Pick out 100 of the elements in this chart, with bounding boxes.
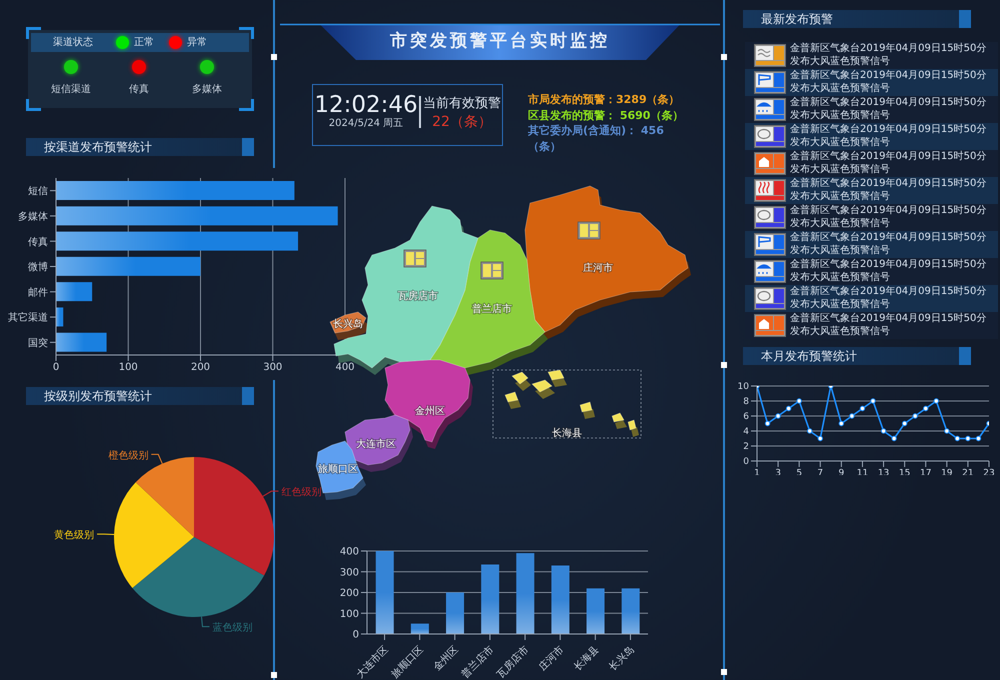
point	[764, 420, 770, 426]
x-tick-label: 长海县	[572, 644, 602, 674]
text: 其它委办局(含通知)： 456（条）	[528, 123, 665, 154]
text: 市局发布的预警：3289（条）	[528, 92, 681, 108]
point	[954, 436, 960, 442]
bar	[56, 282, 92, 302]
text: 22（条）	[431, 113, 493, 131]
text: 金普新区气象台2019年04月09日15时50分发布大风蓝色预警信号	[790, 42, 988, 68]
y-tick-label: 邮件	[28, 286, 48, 298]
point	[818, 436, 823, 442]
text: 金普新区气象台2019年04月09日15时50分发布大风蓝色预警信号	[790, 69, 988, 95]
chart-title: 按级别发布预警统计	[44, 389, 152, 403]
slice-label: 黄色级别	[54, 529, 94, 542]
x-tick-label: 11	[856, 468, 868, 478]
y-tick-label: 6	[743, 412, 750, 422]
bar	[516, 553, 534, 634]
point	[934, 398, 939, 404]
y-tick-label: 10	[738, 382, 750, 392]
x-tick-label: 大连市区	[354, 644, 391, 680]
point	[870, 398, 876, 404]
category-label: 普兰店市	[472, 303, 512, 315]
bar	[56, 256, 200, 276]
bar	[410, 624, 429, 634]
text: 渠道状态	[53, 36, 93, 49]
y-tick-label: 0	[352, 630, 359, 641]
y-tick-label: 400	[340, 546, 359, 558]
chart-title: 本月发布预警统计	[761, 349, 857, 363]
y-tick-label: 其它渠道	[8, 312, 48, 324]
text: 金普新区气象台2019年04月09日15时50分发布大风蓝色预警信号	[790, 150, 988, 176]
x-tick-label: 17	[920, 468, 932, 478]
y-tick-label: 2	[743, 442, 749, 452]
text: 金普新区气象台2019年04月09日15时50分发布大风蓝色预警信号	[790, 204, 988, 230]
text: 金普新区气象台2019年04月09日15时50分发布大风蓝色预警信号	[790, 177, 988, 203]
text: 2024/5/24 周五	[328, 118, 404, 130]
text: 金普新区气象台2019年04月09日15时50分发布大风蓝色预警信号	[790, 123, 988, 149]
category-label: 瓦房店市	[398, 290, 438, 302]
text: 异常	[187, 36, 207, 49]
text: 金普新区气象台2019年04月09日15时50分发布大风蓝色预警信号	[790, 312, 988, 338]
category-label: 大连市区	[356, 438, 396, 450]
point	[838, 420, 844, 426]
bar	[56, 332, 107, 352]
point	[891, 436, 897, 442]
point	[860, 406, 866, 412]
slice-label: 红色级别	[281, 486, 322, 498]
bar	[56, 206, 338, 226]
y-tick-label: 300	[340, 567, 359, 578]
point	[786, 406, 792, 412]
bar	[56, 307, 64, 326]
x-tick-label: 普兰店市	[459, 644, 496, 680]
y-tick-label: 国突	[28, 336, 48, 349]
x-tick-label: 200	[190, 362, 210, 374]
slice-label: 蓝色级别	[212, 622, 252, 634]
category-label: 庄河市	[583, 262, 613, 274]
point	[976, 436, 982, 442]
bar	[551, 566, 570, 634]
point	[807, 428, 812, 434]
y-tick-label: 微博	[28, 261, 48, 274]
x-tick-label: 长兴岛	[606, 644, 637, 674]
y-tick-label: 多媒体	[18, 210, 48, 222]
bar	[446, 592, 464, 634]
bar	[376, 551, 394, 634]
bar	[56, 232, 298, 251]
point	[965, 436, 971, 442]
x-tick-label: 7	[817, 468, 824, 478]
point	[923, 406, 928, 412]
text: 金普新区气象台2019年04月09日15时50分发布大风蓝色预警信号	[790, 231, 988, 257]
slice-label: 橙色级别	[108, 449, 148, 462]
x-tick-label: 21	[962, 468, 974, 478]
point	[775, 413, 781, 419]
text: 区县发布的预警： 5690（条）	[528, 108, 684, 123]
x-tick-label: 100	[118, 362, 138, 374]
x-tick-label: 300	[263, 362, 282, 374]
text: 金普新区气象台2019年04月09日15时50分发布大风蓝色预警信号	[790, 258, 988, 284]
category-label: 长兴岛	[333, 318, 363, 330]
text: 最新发布预警	[761, 12, 833, 26]
text: 传真	[128, 84, 150, 96]
point	[912, 413, 918, 419]
text: 金普新区气象台2019年04月09日15时50分发布大风蓝色预警信号	[790, 96, 988, 122]
chart-title: 按渠道发布预警统计	[44, 140, 152, 154]
x-tick-label: 瓦房店市	[494, 644, 532, 680]
bar	[56, 181, 294, 200]
point	[944, 428, 950, 434]
x-tick-label: 金州区	[431, 644, 461, 674]
y-tick-label: 传真	[28, 236, 48, 248]
y-tick-label: 0	[743, 457, 750, 468]
y-tick-label: 8	[743, 397, 750, 408]
bar	[622, 588, 640, 634]
point	[796, 398, 802, 404]
y-tick-label: 100	[340, 608, 359, 620]
category-label: 金州区	[415, 405, 445, 417]
text: 金普新区气象台2019年04月09日15时50分发布大风蓝色预警信号	[790, 285, 988, 311]
text: 正常	[134, 36, 154, 49]
text: 12:02:46	[313, 91, 419, 118]
x-tick-label: 0	[52, 362, 60, 374]
y-tick-label: 短信	[28, 185, 48, 198]
y-tick-label: 200	[340, 588, 359, 600]
point	[902, 420, 908, 426]
point	[849, 413, 855, 419]
text: 多媒体	[191, 84, 223, 96]
line-series	[757, 386, 989, 442]
